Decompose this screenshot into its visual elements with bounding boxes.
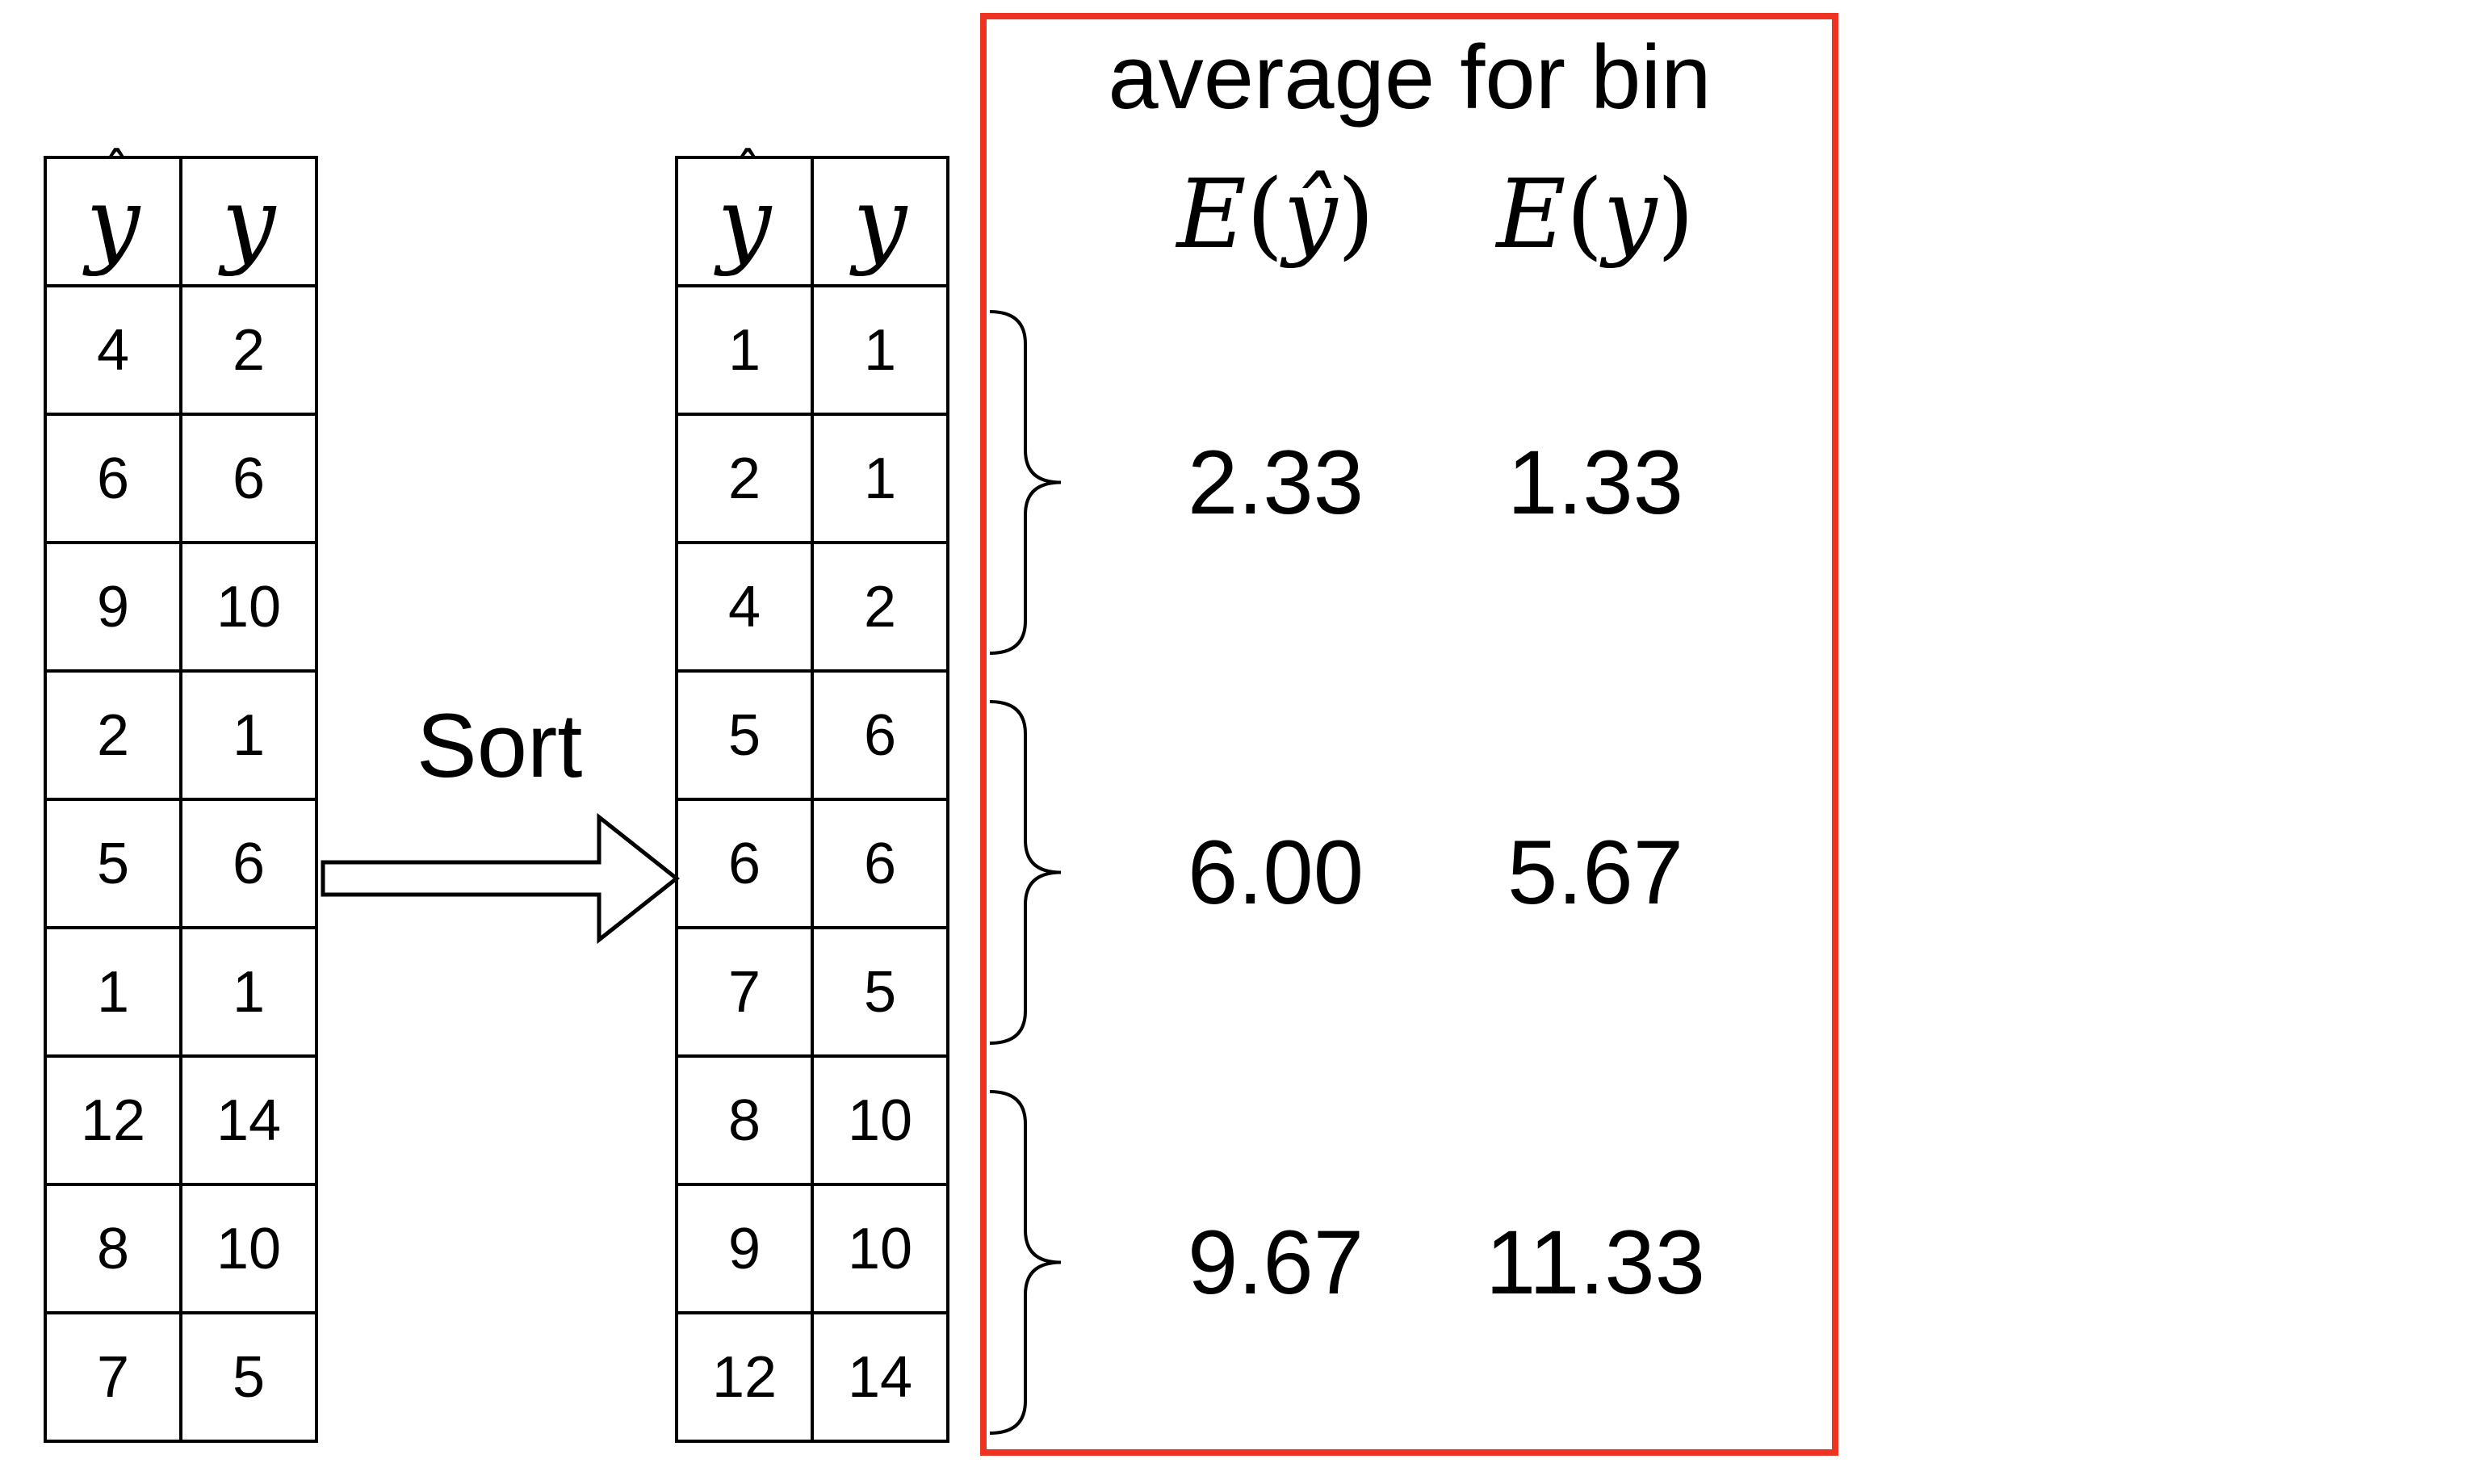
original-table-yhat-cell: 6 [44,413,182,544]
original-table-yhat-cell: 5 [44,798,182,929]
expected-yhat-header-symbol: ŷ [1283,158,1338,270]
header-yhat-label: y [86,166,140,278]
bin-expected-yhat-value: 9.67 [1188,1211,1364,1313]
sorted-table-y-cell: 10 [811,1183,949,1314]
sort-label: Sort [417,695,583,796]
original-table-yhat-cell: 4 [44,284,182,416]
original-table-row: 12 14 [44,1054,318,1186]
sorted-table-y-cell: 14 [811,1311,949,1443]
bin-expected-y-value: 11.33 [1486,1211,1705,1313]
sorted-table-body: 1 1 2 1 4 2 5 6 6 6 7 5 8 10 9 10 12 14 [675,284,949,1443]
hat-mark: ˆ [102,140,132,208]
original-table-y-cell: 6 [179,413,318,544]
sort-arrow-icon [321,812,681,945]
sorted-table-yhat-cell: 1 [675,284,814,416]
original-table-yhat-cell: 7 [44,1311,182,1443]
original-table-y-cell: 10 [179,541,318,673]
original-table-yhat-cell: 9 [44,541,182,673]
bin-brace [989,700,1062,1045]
sorted-table-y-cell: 6 [811,798,949,929]
original-table-y-cell: 6 [179,798,318,929]
original-table-yhat-cell: 12 [44,1054,182,1186]
bin-expected-yhat-value: 6.00 [1188,821,1364,923]
bin-braces [989,310,1062,1435]
bin-expected-yhat-value: 2.33 [1188,431,1364,533]
original-table-y-cell: 1 [179,926,318,1058]
original-table-y-cell: 1 [179,669,318,801]
sorted-table-row: 8 10 [675,1054,949,1186]
sorted-table-y-cell: 2 [811,541,949,673]
sorted-table-yhat-cell: 12 [675,1311,814,1443]
expected-y-header: E(y) [1496,158,1695,270]
header-y: y [179,156,318,287]
bin-expected-y-value: 1.33 [1507,431,1683,533]
sorted-table-yhat-cell: 7 [675,926,814,1058]
sorted-table-yhat-cell: 4 [675,541,814,673]
original-table-y-cell: 2 [179,284,318,416]
bin-expected-y-value: 5.67 [1507,821,1683,923]
original-table-yhat-cell: 2 [44,669,182,801]
original-table-y-cell: 10 [179,1183,318,1314]
sorted-table-row: 9 10 [675,1183,949,1314]
original-table-y-cell: 14 [179,1054,318,1186]
original-table-row: 9 10 [44,541,318,673]
bin-average-panel [980,13,1838,1456]
bin-brace [989,310,1062,655]
expected-yhat-header: E(ŷ) [1176,158,1375,270]
original-table-yhat-cell: 8 [44,1183,182,1314]
hat-mark: ˆ [733,140,763,208]
sorted-table-row: 12 14 [675,1311,949,1443]
header-y: y [811,156,949,287]
original-table-body: 4 2 6 6 9 10 2 1 5 6 1 1 12 14 8 10 7 5 [44,284,318,1443]
header-yhat-label: y [717,166,772,278]
bin-brace [989,1090,1062,1435]
sorted-table-yhat-cell: 2 [675,413,814,544]
bin-panel-title: average for bin [1108,27,1712,128]
sorted-table-y-cell: 1 [811,413,949,544]
sorted-table-y-cell: 1 [811,284,949,416]
original-table-row: 8 10 [44,1183,318,1314]
original-table-y-cell: 5 [179,1311,318,1443]
sorted-table-yhat-cell: 9 [675,1183,814,1314]
sorted-table-yhat-cell: 8 [675,1054,814,1186]
original-table-yhat-cell: 1 [44,926,182,1058]
sorted-table-yhat-cell: 6 [675,798,814,929]
sorted-table-y-cell: 6 [811,669,949,801]
sorted-table-y-cell: 5 [811,926,949,1058]
sorted-table-yhat-cell: 5 [675,669,814,801]
sorted-table-y-cell: 10 [811,1054,949,1186]
